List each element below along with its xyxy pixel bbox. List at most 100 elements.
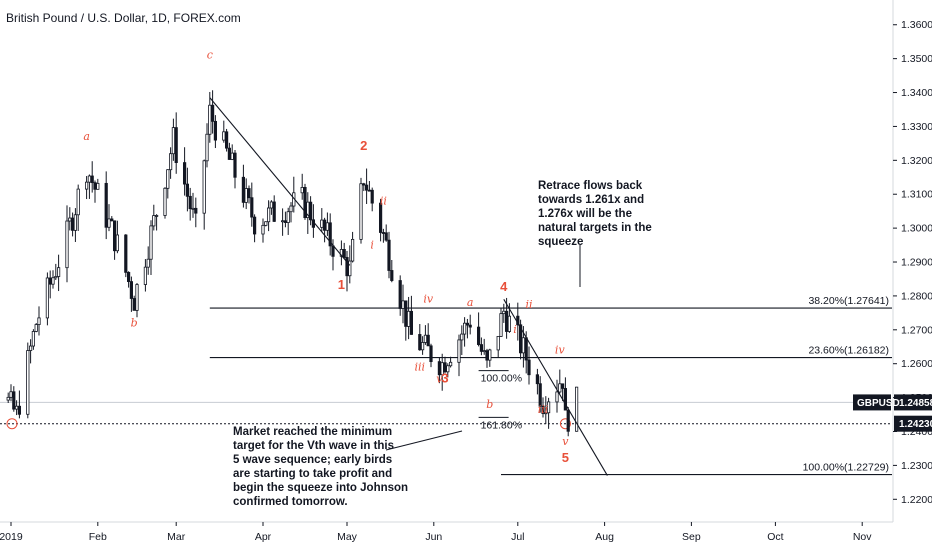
candle-body [113,220,117,252]
candle [241,164,245,208]
candle [364,168,369,204]
note-bottom-line: begin the squeeze into Johnson [233,482,408,494]
candle [325,212,330,236]
candle-body [93,182,97,190]
candle [76,184,80,231]
candle [146,246,150,275]
candle [440,353,444,391]
candle [328,213,332,256]
candle-body [538,383,542,407]
candle-body [28,345,33,351]
candle-body [143,266,147,285]
candle-body [566,409,570,432]
x-axis[interactable]: 2019FebMarAprMayJunJulAugSepOctNovDec [0,522,932,543]
x-tick-label: Nov [853,531,872,543]
candle [127,271,131,288]
candle-body [14,405,19,410]
candle [359,177,363,244]
candle [502,303,506,323]
candle-body [12,391,16,410]
candle-body [561,383,565,389]
y-tick-label: 1.32000 [901,155,932,167]
candle-body [575,386,579,432]
price-tag-bg [894,394,932,411]
candle [538,376,542,413]
candle [558,369,562,394]
candle [339,240,344,266]
candle-body [541,405,545,414]
candle-body [499,313,503,337]
candle [342,242,346,259]
wave-label: b [131,316,138,329]
candle [152,204,156,231]
candle-body [440,362,444,376]
candle-body [328,222,332,247]
candle-body [54,276,58,279]
candle-body [110,218,114,222]
level-tag-label: 1.24230 [899,419,932,430]
candle-body [418,334,422,351]
candle [266,200,271,232]
candle-body [9,391,13,398]
candle [135,283,139,318]
candle-body [426,334,430,347]
candle [202,159,206,230]
candle [561,383,565,402]
candle [527,346,531,385]
candle-body [535,374,540,385]
y-tick-label: 1.35000 [901,53,932,65]
x-tick-label: Sep [682,531,701,543]
candle-body [269,201,274,209]
candle-body [6,396,10,401]
trendlines [209,97,608,476]
candle-body [555,391,559,403]
candle [272,195,276,222]
candle-body [488,349,492,361]
annotations: Retrace flows back towards 1.261x and 1.27… [233,180,652,508]
candle [210,90,215,134]
y-axis[interactable]: 1.36000 1.35000 1.34000 1.33000 1.32000 1.310… [853,19,932,506]
candle-body [345,257,349,277]
candle-body [247,188,251,199]
candle [250,182,254,227]
candle [227,142,231,160]
candle [448,356,453,368]
candle-body [465,322,470,326]
note-bottom-line: confirmed tomorrow. [233,496,348,508]
wave-label: c [207,49,213,62]
candle [429,343,433,368]
candle [230,144,234,161]
candle-body [85,181,89,190]
candle-body [558,383,562,393]
candle-body [244,188,248,203]
candle-body [174,127,178,163]
x-tick-label: Mar [167,531,186,543]
candle [110,216,114,222]
candle-body [390,270,394,281]
candle [283,211,288,228]
y-tick-label: 1.31000 [901,189,932,201]
wave-label: i [370,238,374,251]
note-right-line: Retrace flows back [538,180,643,192]
candle-body [443,362,447,373]
candle [465,318,470,339]
candles [6,90,579,437]
candle-body [194,207,198,214]
candle-body [331,245,335,257]
wave-label: iii [415,360,426,373]
candle-body [524,337,528,361]
candle [289,202,293,223]
candle-body [163,187,167,216]
candle [345,251,349,292]
candle [437,357,442,384]
candle-body [90,175,94,184]
candle-body [342,249,346,258]
candle [387,231,391,279]
candle-body [185,183,189,197]
candle-body [166,169,170,189]
candle-body [476,326,481,345]
candle [247,185,251,204]
candle-body [149,225,153,260]
candle-body [127,271,131,282]
